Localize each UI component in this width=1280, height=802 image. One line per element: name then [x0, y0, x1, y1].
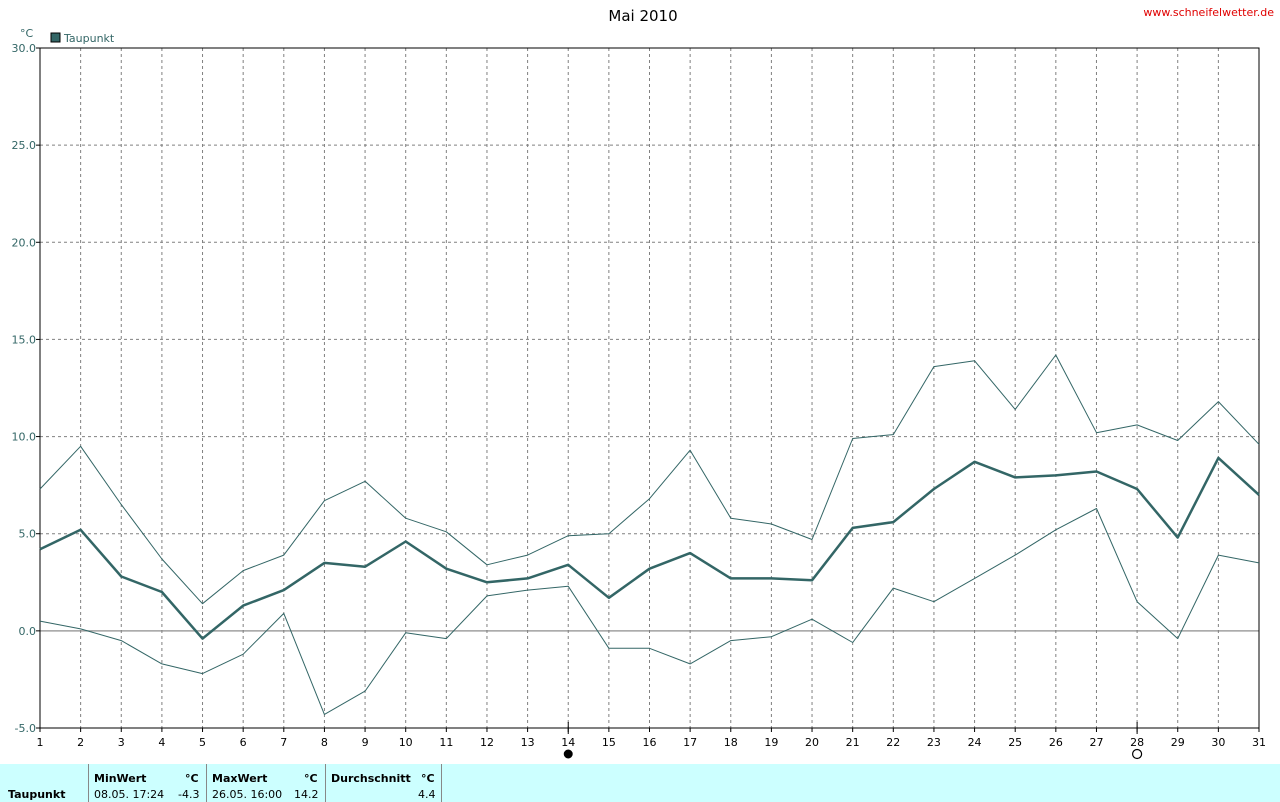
x-tick-label: 30 — [1211, 736, 1225, 749]
max-datetime: 26.05. 16:00 — [212, 788, 283, 801]
x-tick-label: 12 — [480, 736, 494, 749]
series-line-min — [39, 508, 1260, 715]
x-tick-label: 21 — [846, 736, 860, 749]
y-tick-label: 15.0 — [12, 333, 37, 346]
y-tick-label: 20.0 — [12, 236, 37, 249]
x-tick-label: 5 — [199, 736, 206, 749]
x-tick-label: 11 — [439, 736, 453, 749]
separator — [88, 764, 89, 802]
min-header: MinWert — [94, 772, 147, 785]
chart-title: Mai 2010 — [608, 7, 677, 25]
x-tick-label: 18 — [724, 736, 738, 749]
tick-labels: -5.00.05.010.015.020.025.030.01 2 3 4 5 6 7 8 9 1… — [12, 42, 1267, 749]
x-tick-label: 3 — [118, 736, 125, 749]
x-tick-label: 20 — [805, 736, 819, 749]
new-moon-icon — [1131, 748, 1143, 760]
grid — [40, 48, 1259, 728]
row-label: Taupunkt — [8, 788, 66, 801]
avg-value: 4.4 — [418, 788, 436, 801]
min-unit: °C — [185, 772, 199, 785]
avg-header: Durchschnitt — [331, 772, 411, 785]
x-tick-label: 23 — [927, 736, 941, 749]
x-tick-label: 13 — [521, 736, 535, 749]
y-tick-label: 10.0 — [12, 431, 37, 444]
x-tick-label: 31 — [1252, 736, 1266, 749]
x-tick-label: 27 — [1089, 736, 1103, 749]
x-tick-label: 16 — [643, 736, 657, 749]
y-tick-label: 5.0 — [19, 528, 37, 541]
max-header: MaxWert — [212, 772, 268, 785]
y-tick-label: 30.0 — [12, 42, 37, 55]
min-datetime: 08.05. 17:24 — [94, 788, 165, 801]
x-tick-label: 28 — [1130, 736, 1144, 749]
x-tick-label: 24 — [968, 736, 982, 749]
y-tick-label: 0.0 — [19, 625, 37, 638]
series-line-max — [39, 354, 1260, 605]
plot-frame — [39, 47, 1260, 729]
y-tick-label: 25.0 — [12, 139, 37, 152]
x-tick-label: 10 — [399, 736, 413, 749]
x-tick-label: 25 — [1008, 736, 1022, 749]
max-unit: °C — [304, 772, 318, 785]
y-tick-label: -5.0 — [15, 722, 36, 735]
x-tick-label: 1 — [37, 736, 44, 749]
series-lines — [39, 354, 1260, 715]
y-axis-unit: °C — [20, 27, 34, 40]
x-tick-label: 4 — [158, 736, 165, 749]
x-tick-label: 22 — [886, 736, 900, 749]
full-moon-icon — [563, 749, 573, 759]
legend-label: Taupunkt — [63, 32, 115, 45]
axes — [36, 47, 1260, 732]
x-tick-label: 2 — [77, 736, 84, 749]
x-tick-label: 17 — [683, 736, 697, 749]
legend-swatch — [50, 32, 61, 43]
x-tick-label: 7 — [280, 736, 287, 749]
x-tick-label: 15 — [602, 736, 616, 749]
x-tick-label: 6 — [240, 736, 247, 749]
series-line-mean — [39, 456, 1260, 640]
x-tick-label: 9 — [362, 736, 369, 749]
x-tick-label: 26 — [1049, 736, 1063, 749]
x-tick-label: 29 — [1171, 736, 1185, 749]
moon-phases — [563, 722, 1143, 760]
max-value: 14.2 — [294, 788, 319, 801]
summary-table — [0, 764, 1280, 802]
chart: -5.00.05.010.015.020.025.030.01 2 3 4 5 6 7 8 9 1… — [12, 7, 1267, 760]
separator — [325, 764, 326, 802]
site-label: www.schneifelwetter.de — [1143, 6, 1274, 19]
x-tick-label: 14 — [561, 736, 575, 749]
x-tick-label: 8 — [321, 736, 328, 749]
min-value: -4.3 — [178, 788, 200, 801]
avg-unit: °C — [421, 772, 435, 785]
x-tick-label: 19 — [764, 736, 778, 749]
separator — [441, 764, 442, 802]
separator — [206, 764, 207, 802]
